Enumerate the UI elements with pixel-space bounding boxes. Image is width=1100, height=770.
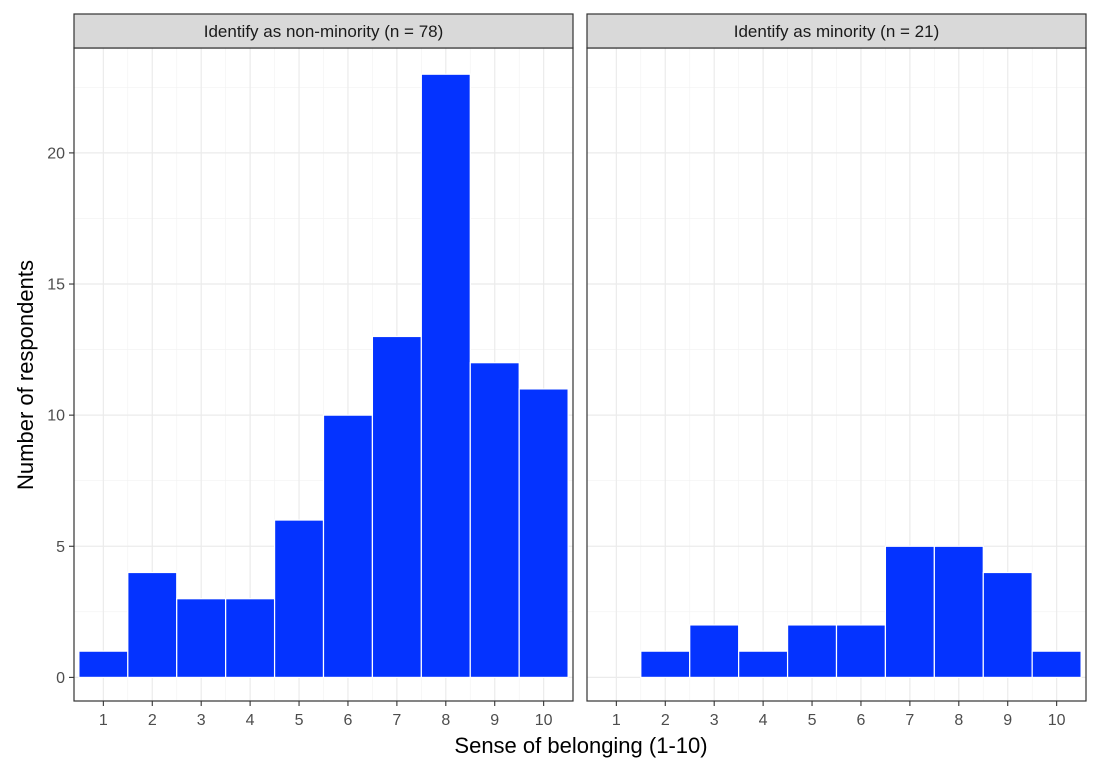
bar-2 — [127, 571, 178, 678]
x-axis: 1 2 3 4 5 6 7 8 9 10 — [612, 701, 1066, 729]
y-tick-label: 0 — [56, 670, 65, 687]
x-tick-label: 6 — [344, 712, 353, 729]
y-tick-label: 20 — [47, 145, 65, 162]
bar-4 — [738, 650, 789, 678]
y-axis: 0 5 10 15 20 — [47, 145, 74, 687]
x-tick-label: 1 — [612, 712, 621, 729]
x-tick-label: 9 — [1003, 712, 1012, 729]
bar-6 — [835, 624, 887, 678]
bar-4 — [225, 598, 276, 678]
bar-5 — [273, 519, 325, 678]
x-tick-label: 5 — [295, 712, 304, 729]
strip-background — [73, 13, 574, 49]
strip-background — [586, 13, 1087, 49]
x-tick-label: 3 — [197, 712, 206, 729]
x-tick-label: 9 — [490, 712, 499, 729]
y-tick-label: 5 — [56, 539, 65, 556]
bar-9 — [982, 571, 1033, 678]
bars — [640, 545, 1082, 678]
x-tick-label: 6 — [857, 712, 866, 729]
bar-7 — [884, 545, 935, 678]
bars — [78, 73, 569, 678]
bar-5 — [786, 624, 838, 678]
y-tick-label: 15 — [47, 277, 65, 294]
x-tick-label: 3 — [710, 712, 719, 729]
panel-1: Identify as non-minority (n = 78) 1 2 3 4 5 6 7… — [47, 13, 574, 729]
bar-3 — [689, 624, 740, 678]
x-tick-label: 1 — [99, 712, 108, 729]
bar-3 — [176, 598, 227, 678]
x-tick-label: 10 — [535, 712, 553, 729]
x-axis-title: Sense of belonging (1-10) — [454, 733, 707, 758]
x-tick-label: 2 — [148, 712, 157, 729]
bar-10 — [518, 388, 569, 678]
x-axis: 1 2 3 4 5 6 7 8 9 10 — [99, 701, 553, 729]
bar-10 — [1031, 650, 1082, 678]
y-axis-title: Number of respondents — [13, 260, 38, 490]
strip-title: Identify as non-minority (n = 78) — [204, 22, 444, 41]
strip-title: Identify as minority (n = 21) — [734, 22, 940, 41]
panel-2: Identify as minority (n = 21) 1 2 3 4 5 6 7 8 9 10 — [586, 13, 1087, 729]
bar-6 — [322, 414, 374, 678]
x-tick-label: 2 — [661, 712, 670, 729]
bar-9 — [469, 362, 520, 678]
x-tick-label: 4 — [759, 712, 768, 729]
bar-7 — [371, 335, 422, 678]
x-tick-label: 7 — [392, 712, 401, 729]
x-tick-label: 7 — [905, 712, 914, 729]
x-tick-label: 8 — [441, 712, 450, 729]
x-tick-label: 5 — [808, 712, 817, 729]
bar-2 — [640, 650, 691, 678]
x-tick-label: 8 — [954, 712, 963, 729]
bar-8 — [420, 73, 471, 678]
x-tick-label: 10 — [1048, 712, 1066, 729]
bar-8 — [933, 545, 984, 678]
x-tick-label: 4 — [246, 712, 255, 729]
bar-1 — [78, 650, 129, 678]
y-tick-label: 10 — [47, 408, 65, 425]
